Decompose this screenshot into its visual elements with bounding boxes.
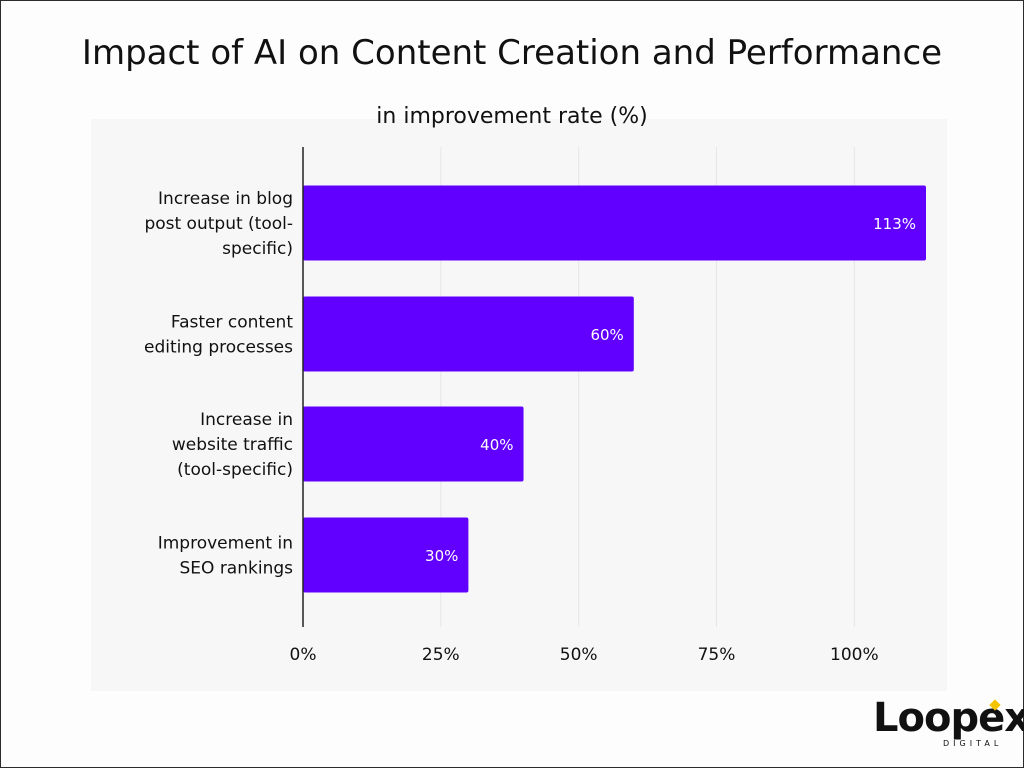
bar-value-label: 40% [480, 436, 513, 454]
category-label-line: Increase in [200, 410, 293, 430]
category-label: Faster content editing processes [144, 313, 293, 358]
chart-subtitle: in improvement rate (%) [376, 104, 648, 129]
category-label-line: specific) [222, 239, 293, 259]
bar-value-label: 60% [590, 326, 623, 344]
x-axis-ticks: 0% 25% 50% 75% 100% [290, 645, 879, 665]
x-tick-label: 25% [422, 645, 460, 665]
bar [303, 296, 634, 372]
x-tick-label: 100% [830, 645, 879, 665]
category-label: Improvement in SEO rankings [158, 534, 293, 579]
category-label-line: editing processes [144, 338, 293, 358]
bar-value-label: 113% [873, 215, 916, 233]
category-label-line: post output (tool- [144, 214, 293, 234]
logo-tagline: DIGITAL [943, 739, 1003, 748]
bar [303, 517, 469, 593]
category-label-line: (tool-specific) [177, 460, 293, 480]
bar [303, 185, 926, 261]
category-label-line: website traffic [172, 435, 293, 455]
category-label-line: SEO rankings [180, 559, 294, 579]
chart-title: Impact of AI on Content Creation and Per… [81, 33, 943, 73]
logo-wordmark: Loopex [873, 695, 1024, 741]
bar-value-label: 30% [425, 547, 458, 565]
category-label: Increase in blog post output (tool-specif… [144, 189, 293, 259]
x-tick-label: 0% [290, 645, 317, 665]
category-label-line: Increase in blog [158, 189, 293, 209]
category-label: Increase in website traffic (tool-specific… [172, 410, 293, 480]
loopex-logo: Loopex DIGITAL [873, 695, 1024, 753]
category-label-line: Improvement in [158, 534, 293, 554]
x-tick-label: 75% [698, 645, 736, 665]
bars: 113% 60% 40% 30% [303, 185, 926, 593]
bar [303, 406, 524, 482]
x-tick-label: 50% [560, 645, 598, 665]
category-label-line: Faster content [171, 313, 293, 333]
category-labels: Increase in blog post output (tool-specif… [144, 189, 293, 579]
